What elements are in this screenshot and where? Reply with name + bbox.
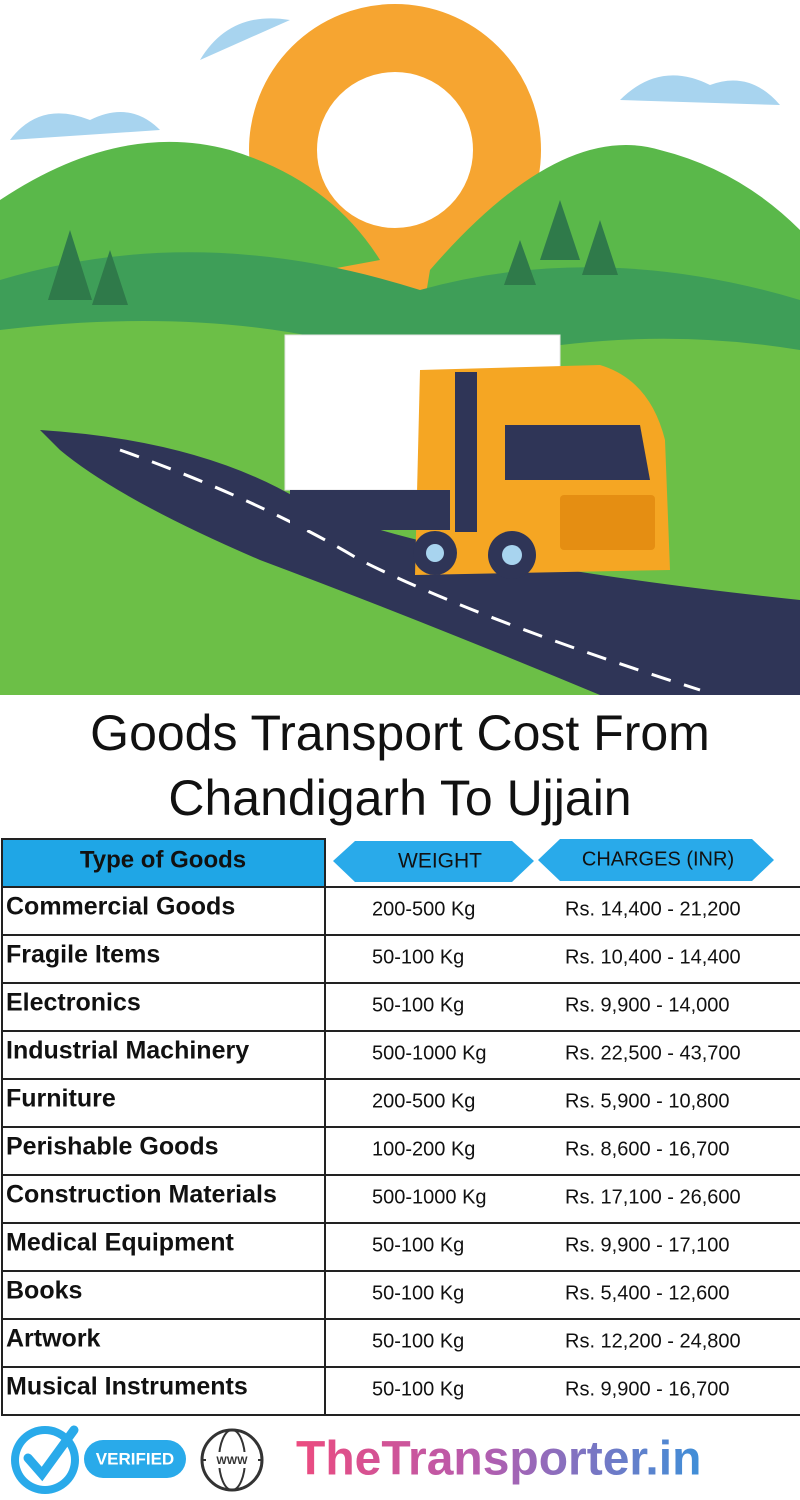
weight: 50-100 Kg (372, 946, 464, 968)
goods-name: Medical Equipment (6, 1229, 234, 1257)
charges: Rs. 12,200 - 24,800 (565, 1330, 741, 1352)
weight: 200-500 Kg (372, 898, 475, 920)
weight: 100-200 Kg (372, 1138, 475, 1160)
weight: 200-500 Kg (372, 1090, 475, 1112)
charges: Rs. 9,900 - 16,700 (565, 1378, 730, 1400)
charges: Rs. 9,900 - 14,000 (565, 994, 730, 1016)
charges: Rs. 10,400 - 14,400 (565, 946, 741, 968)
table-body: Commercial Goods 200-500 Kg Rs. 14,400 - 2… (1, 886, 800, 1416)
charges: Rs. 17,100 - 26,600 (565, 1186, 741, 1208)
goods-name: Fragile Items (6, 941, 160, 969)
weight: 500-1000 Kg (372, 1186, 487, 1208)
title-line: Chandigarh To Ujjain (168, 770, 631, 826)
goods-name: Perishable Goods (6, 1133, 219, 1161)
charges: Rs. 5,900 - 10,800 (565, 1090, 730, 1112)
header-shape (333, 841, 534, 882)
goods-name: Musical Instruments (6, 1373, 248, 1401)
header-label: Type of Goods (80, 846, 246, 873)
illustration (0, 0, 800, 695)
goods-name: Artwork (6, 1325, 101, 1353)
charges: Rs. 9,900 - 17,100 (565, 1234, 730, 1256)
weight: 50-100 Kg (372, 1378, 464, 1400)
goods-name: Books (6, 1277, 82, 1305)
brand: TheTransporter.in (296, 1433, 701, 1486)
weight: 50-100 Kg (372, 1234, 464, 1256)
charges: Rs. 14,400 - 21,200 (565, 898, 741, 920)
goods-cell (1, 1366, 326, 1416)
title-line: Goods Transport Cost From (90, 705, 710, 761)
goods-name: Electronics (6, 989, 141, 1017)
charges: Rs. 22,500 - 43,700 (565, 1042, 741, 1064)
footer: VERIFIED WWW TheTransporter.in (11, 1425, 701, 1494)
weight: 50-100 Kg (372, 994, 464, 1016)
charges: Rs. 8,600 - 16,700 (565, 1138, 730, 1160)
header-label: CHARGES (INR) (582, 848, 734, 870)
goods-name: Construction Materials (6, 1181, 277, 1209)
goods-name: Commercial Goods (6, 893, 235, 921)
badge-label: VERIFIED (96, 1449, 174, 1468)
globe-label: WWW (216, 1455, 248, 1467)
weight: 50-100 Kg (372, 1330, 464, 1352)
weight: 500-1000 Kg (372, 1042, 487, 1064)
charges: Rs. 5,400 - 12,600 (565, 1282, 730, 1304)
header-cell (1, 838, 326, 888)
goods-name: Furniture (6, 1085, 116, 1113)
header-shape (538, 839, 774, 881)
header-label: WEIGHT (398, 850, 482, 873)
weight: 50-100 Kg (372, 1282, 464, 1304)
goods-name: Industrial Machinery (6, 1037, 249, 1065)
